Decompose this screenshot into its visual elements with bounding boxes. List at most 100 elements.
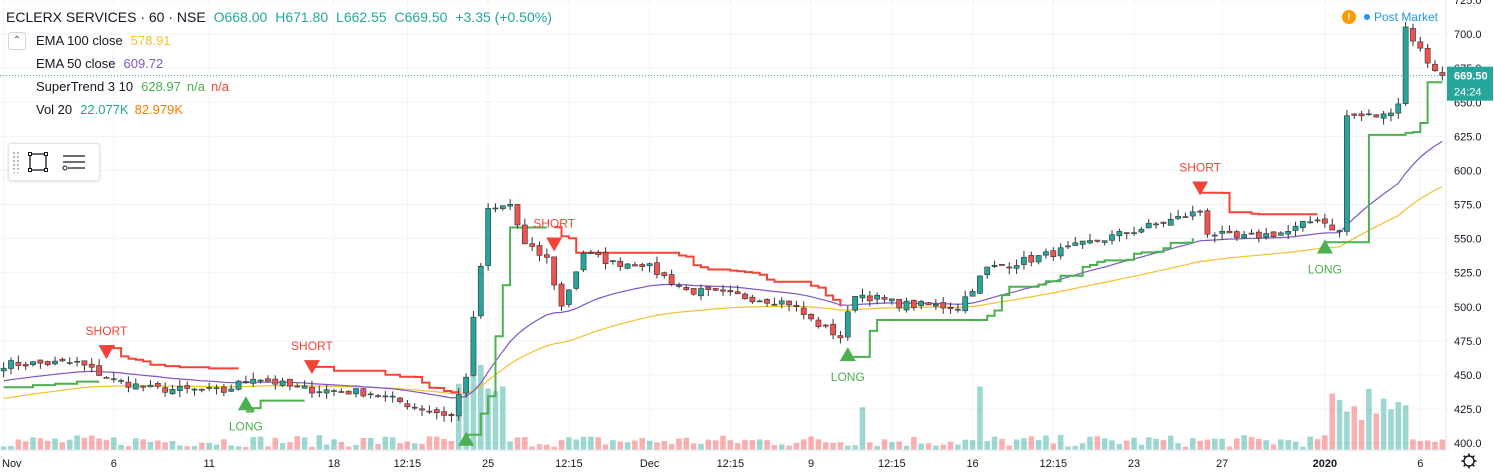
volume-bar [22, 441, 29, 450]
volume-bar [1351, 406, 1358, 450]
gear-icon[interactable] [1461, 453, 1477, 469]
candle-body [551, 256, 558, 286]
warning-icon[interactable]: ! [1341, 10, 1356, 24]
volume-bar [874, 445, 880, 450]
list-settings-icon[interactable] [56, 147, 92, 177]
candle-body [507, 204, 514, 207]
volume-bar [59, 442, 66, 450]
volume-bar [903, 445, 910, 450]
price-tick-label: 425.0 [1454, 404, 1482, 416]
volume-bar [360, 437, 367, 450]
gear-icon-tooth [1471, 463, 1475, 467]
candlesticks [0, 21, 1446, 423]
candle-body [991, 264, 998, 267]
candle-body [309, 386, 315, 394]
volume-bars [0, 345, 1446, 450]
volume-bar [294, 436, 301, 450]
long-signal-marker [237, 396, 254, 411]
candle-body [1057, 247, 1064, 257]
candle-body [118, 380, 124, 382]
candle-body [184, 385, 191, 389]
candle-body [683, 287, 690, 290]
short-signal-marker [303, 360, 320, 375]
candle-body [1050, 250, 1057, 258]
volume-bar [610, 440, 616, 450]
volume-bar [81, 437, 88, 450]
volume-bar [1087, 436, 1093, 450]
volume-bar [1182, 446, 1189, 450]
candle-body [323, 389, 330, 394]
price-axis[interactable]: 400.0 425.0 450.0 475.0 500.0 525.0 550.0 575.0… [1445, 0, 1494, 474]
short-signal-label: SHORT [1179, 161, 1221, 175]
candle-body [1006, 266, 1013, 269]
volume-bar [30, 437, 36, 450]
price-tag-bg [1447, 66, 1493, 101]
candle-body [110, 378, 117, 381]
candle-body [573, 271, 580, 289]
candle-body [646, 263, 653, 267]
candle-body [558, 283, 565, 307]
market-status-label: Post Market [1373, 10, 1438, 24]
candle-body [910, 300, 917, 308]
rectangle-tool-icon[interactable] [20, 147, 56, 177]
indicator-label: EMA 100 close [36, 33, 123, 48]
candle-body [1417, 41, 1424, 49]
candle-body [918, 300, 925, 306]
volume-bar [940, 444, 946, 450]
indicator-supertrend[interactable]: SuperTrend 3 10 628.97 n/a n/a [6, 75, 556, 98]
candle-body [316, 391, 323, 394]
volume-bar [639, 437, 646, 450]
indicator-volume[interactable]: Vol 20 22.077K 82.979K [6, 98, 556, 121]
volume-bar [668, 444, 675, 450]
candle-body [521, 224, 528, 245]
candle-body [360, 388, 367, 397]
candle-body [1145, 222, 1152, 229]
volume-bar [15, 439, 22, 450]
candle-body [272, 378, 279, 385]
volume-bar [624, 442, 631, 450]
drawing-toolbox[interactable] [8, 143, 100, 181]
candle-body [1277, 232, 1284, 236]
volume-bar [353, 444, 359, 450]
candle-body [955, 308, 961, 311]
candle-body [1233, 231, 1240, 238]
candle-body [1285, 231, 1292, 235]
drag-handle[interactable] [12, 151, 20, 173]
volume-bar [500, 386, 506, 450]
candle-body [1167, 218, 1174, 226]
price-tick-label: 725.0 [1454, 0, 1482, 7]
candle-body [389, 395, 396, 398]
candle-body [778, 300, 785, 305]
indicator-ema-100[interactable]: ⌃ EMA 100 close 578.91 [6, 29, 556, 52]
time-tick-label: Dec [640, 458, 660, 470]
volume-bar [800, 439, 807, 450]
time-axis[interactable]: Nov 6 11 18 12:15 25 12:15 Dec 12:15 9 12:15 16 12:1… [0, 449, 1494, 474]
candle-body [294, 385, 301, 388]
candle-body [536, 245, 543, 256]
candle-body [1123, 232, 1130, 234]
volume-bar [221, 439, 227, 450]
candle-body [1197, 210, 1203, 213]
volume-bar [52, 438, 58, 450]
volume-bar [705, 439, 712, 450]
volume-bar [690, 443, 697, 450]
candle-body [1094, 239, 1101, 242]
indicator-ema-50[interactable]: EMA 50 close 609.72 [6, 52, 556, 75]
candle-body [1043, 251, 1049, 256]
candle-body [808, 313, 814, 320]
candle-body [984, 266, 991, 276]
volume-bar [925, 443, 932, 450]
volume-bar [492, 391, 499, 450]
candle-body [1373, 114, 1380, 118]
volume-bar [0, 446, 7, 450]
volume-bar [1388, 409, 1394, 450]
volume-bar [1043, 435, 1049, 450]
time-tick-label: 12:15 [555, 458, 583, 470]
volume-bar [265, 446, 271, 450]
market-status[interactable]: ! Post Market [1341, 10, 1438, 24]
candle-body [1292, 225, 1299, 231]
volume-bar [727, 440, 734, 450]
candle-body [1329, 224, 1336, 231]
chevron-down-icon[interactable]: ⌃ [8, 31, 26, 50]
